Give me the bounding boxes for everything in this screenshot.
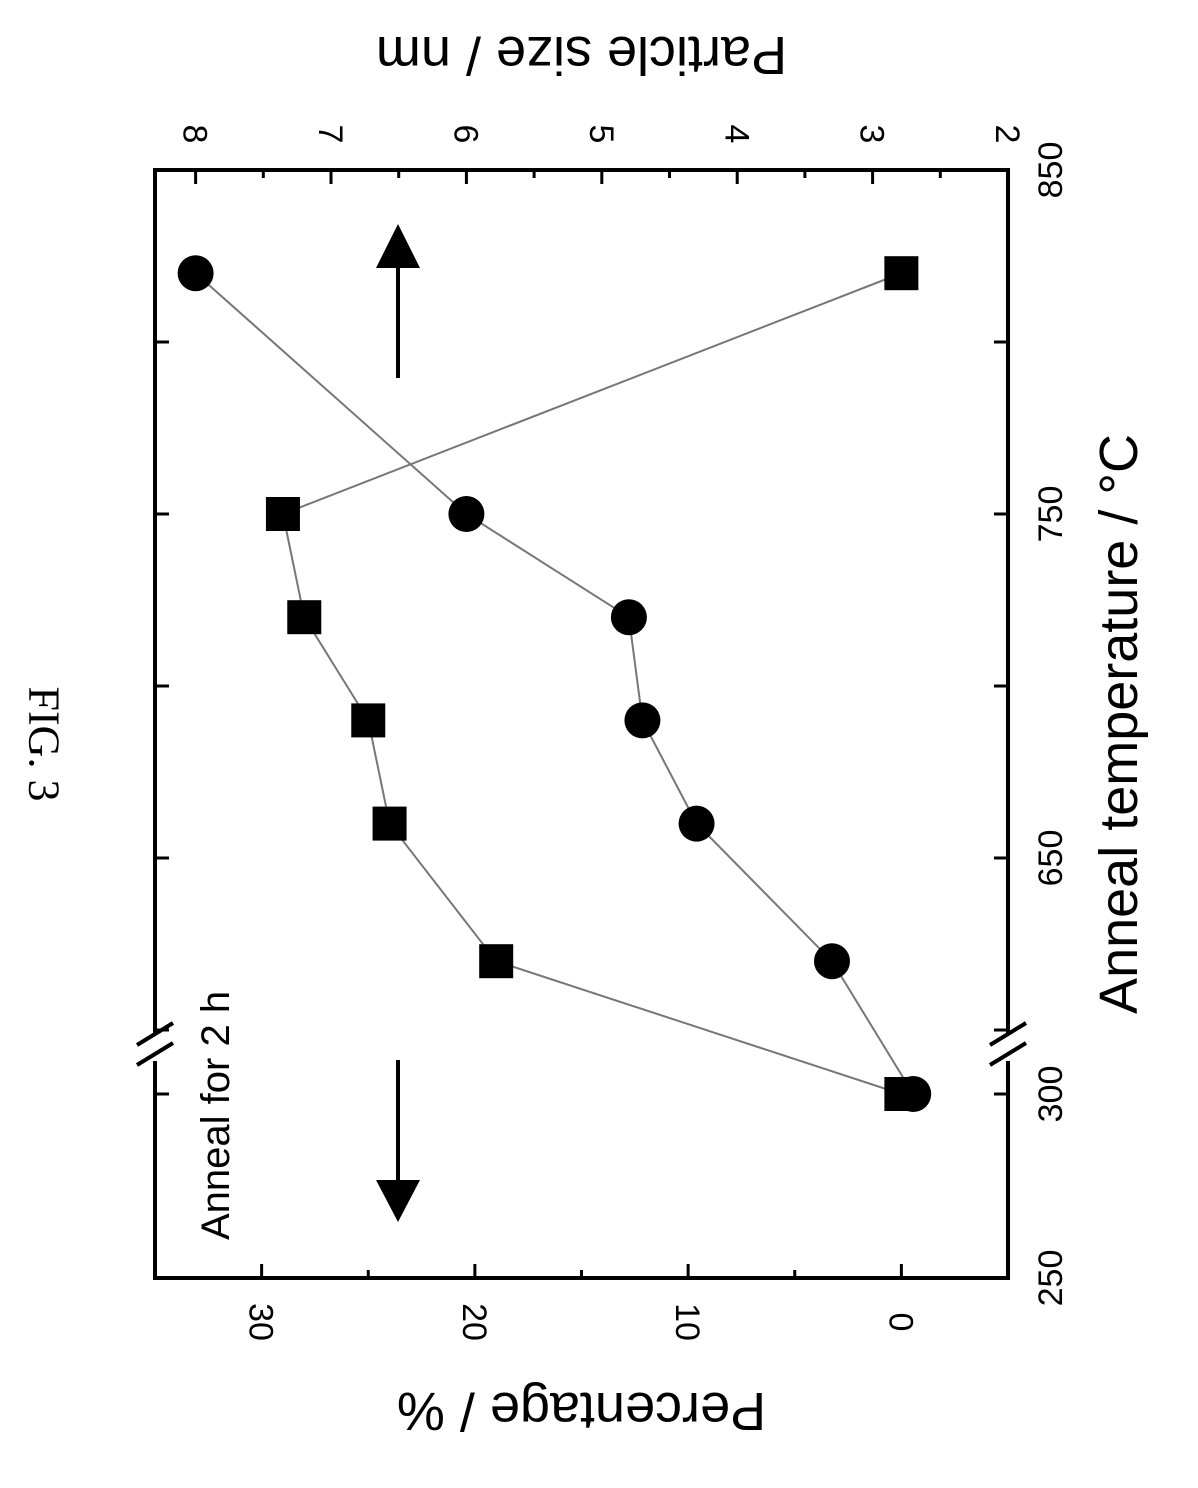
square-marker: [287, 600, 322, 635]
right-tick-label: 7: [311, 125, 349, 144]
circle-marker: [678, 805, 715, 842]
right-tick-label: 2: [988, 125, 1026, 144]
square-marker: [884, 256, 919, 291]
axis-arrows: [376, 224, 420, 1222]
square-marker: [372, 806, 407, 841]
square-marker: [265, 497, 300, 531]
x-axis-title: Anneal temperature / °C: [1089, 434, 1149, 1014]
plot-border: [153, 168, 1010, 1280]
x-tick-label: 250: [1032, 1250, 1070, 1307]
left-axis-title: Percentage / %: [397, 1381, 766, 1441]
circle-marker: [813, 943, 850, 980]
annotation-label: Anneal for 2 h: [194, 991, 238, 1240]
square-marker: [479, 944, 514, 979]
right-tick-label: 5: [582, 125, 620, 144]
axis-break-mark: [988, 1041, 1028, 1067]
circle-marker: [448, 496, 485, 532]
series-1-line: [194, 272, 915, 1095]
axis-break-mark: [988, 1021, 1028, 1047]
right-axis-title: Particle size / nm: [376, 25, 787, 85]
right-arrow-head: [376, 224, 420, 268]
series-markers: [177, 255, 932, 1112]
series-lines: [194, 272, 915, 1095]
right-tick-label: 4: [717, 125, 755, 144]
x-axis-ticks: 250 300 650 750 850: [155, 142, 1070, 1307]
circle-marker: [610, 599, 647, 636]
x-tick-label: 750: [1032, 486, 1070, 543]
right-tick-label: 8: [176, 125, 214, 144]
left-tick-label: 0: [881, 1313, 919, 1332]
series-0-line: [281, 272, 902, 1095]
circle-marker: [624, 702, 661, 739]
circle-marker: [177, 255, 214, 292]
left-arrow-head: [376, 1180, 420, 1222]
left-tick-label: 10: [668, 1303, 706, 1341]
right-axis-ticks: 2 3 4 5 6 7 8: [176, 125, 1026, 184]
square-marker: [351, 703, 386, 738]
left-tick-label: 30: [242, 1303, 280, 1341]
axis-break-mark: [135, 1021, 175, 1047]
x-tick-label: 300: [1032, 1066, 1070, 1123]
plot-frame: [135, 168, 1028, 1280]
right-tick-label: 3: [853, 125, 891, 144]
circle-marker: [895, 1076, 932, 1112]
left-tick-label: 20: [455, 1303, 493, 1341]
x-tick-label: 650: [1032, 830, 1070, 887]
right-tick-label: 6: [447, 125, 485, 144]
left-axis-ticks: 0 10 20 30: [242, 1264, 919, 1341]
axis-break-mark: [135, 1041, 175, 1067]
chart-labels: Anneal temperature / °C Percentage / % Par…: [194, 25, 1149, 1441]
x-tick-label: 850: [1032, 142, 1070, 199]
